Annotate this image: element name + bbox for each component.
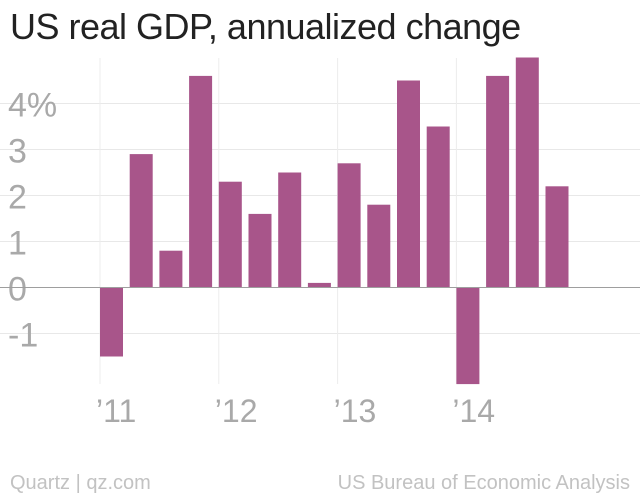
bar-2012-q3: [278, 172, 302, 288]
footer-credit: Quartz | qz.com: [10, 472, 151, 494]
bar-2011-q3: [159, 250, 183, 288]
gridlines: [0, 58, 640, 384]
x-axis-tick-labels: ’11 ’12 ’13 ’14: [96, 393, 495, 429]
y-tick-label: -1: [8, 317, 38, 355]
bar-2014-q4: [545, 186, 569, 288]
y-axis-tick-labels: 4% 3 2 1 0 -1: [8, 87, 57, 355]
y-tick-label: 2: [8, 179, 27, 217]
footer-source: US Bureau of Economic Analysis: [337, 472, 630, 494]
footer: Quartz | qz.com US Bureau of Economic An…: [0, 472, 640, 498]
bar-2014-q2: [486, 75, 510, 288]
chart-title: US real GDP, annualized change: [10, 6, 521, 47]
bar-2013-q3: [397, 80, 420, 288]
bar-2013-q1: [337, 163, 361, 288]
bar-2014-q1: [456, 287, 480, 385]
bar-chart: 4% 3 2 1 0 -1 ’11 ’12 ’13 ’14: [0, 57, 640, 429]
y-tick-label: 3: [8, 133, 27, 171]
bar-2011-q2: [129, 154, 153, 288]
bar-2012-q1: [218, 181, 242, 288]
y-tick-label: 1: [8, 225, 27, 263]
bars: [100, 57, 569, 385]
x-tick-label: ’12: [215, 393, 258, 429]
bar-2011-q4: [189, 75, 213, 288]
bar-2013-q2: [367, 204, 391, 288]
y-tick-label: 0: [8, 271, 27, 309]
y-tick-label: 4%: [8, 87, 57, 125]
bar-2014-q3: [515, 57, 539, 288]
bar-2012-q4: [307, 282, 331, 288]
bar-2013-q4: [426, 126, 450, 288]
bar-2011-q1: [100, 287, 123, 357]
x-tick-label: ’13: [334, 393, 377, 429]
x-tick-label: ’14: [452, 393, 495, 429]
bar-2012-q2: [248, 213, 272, 288]
x-tick-label: ’11: [96, 393, 136, 429]
